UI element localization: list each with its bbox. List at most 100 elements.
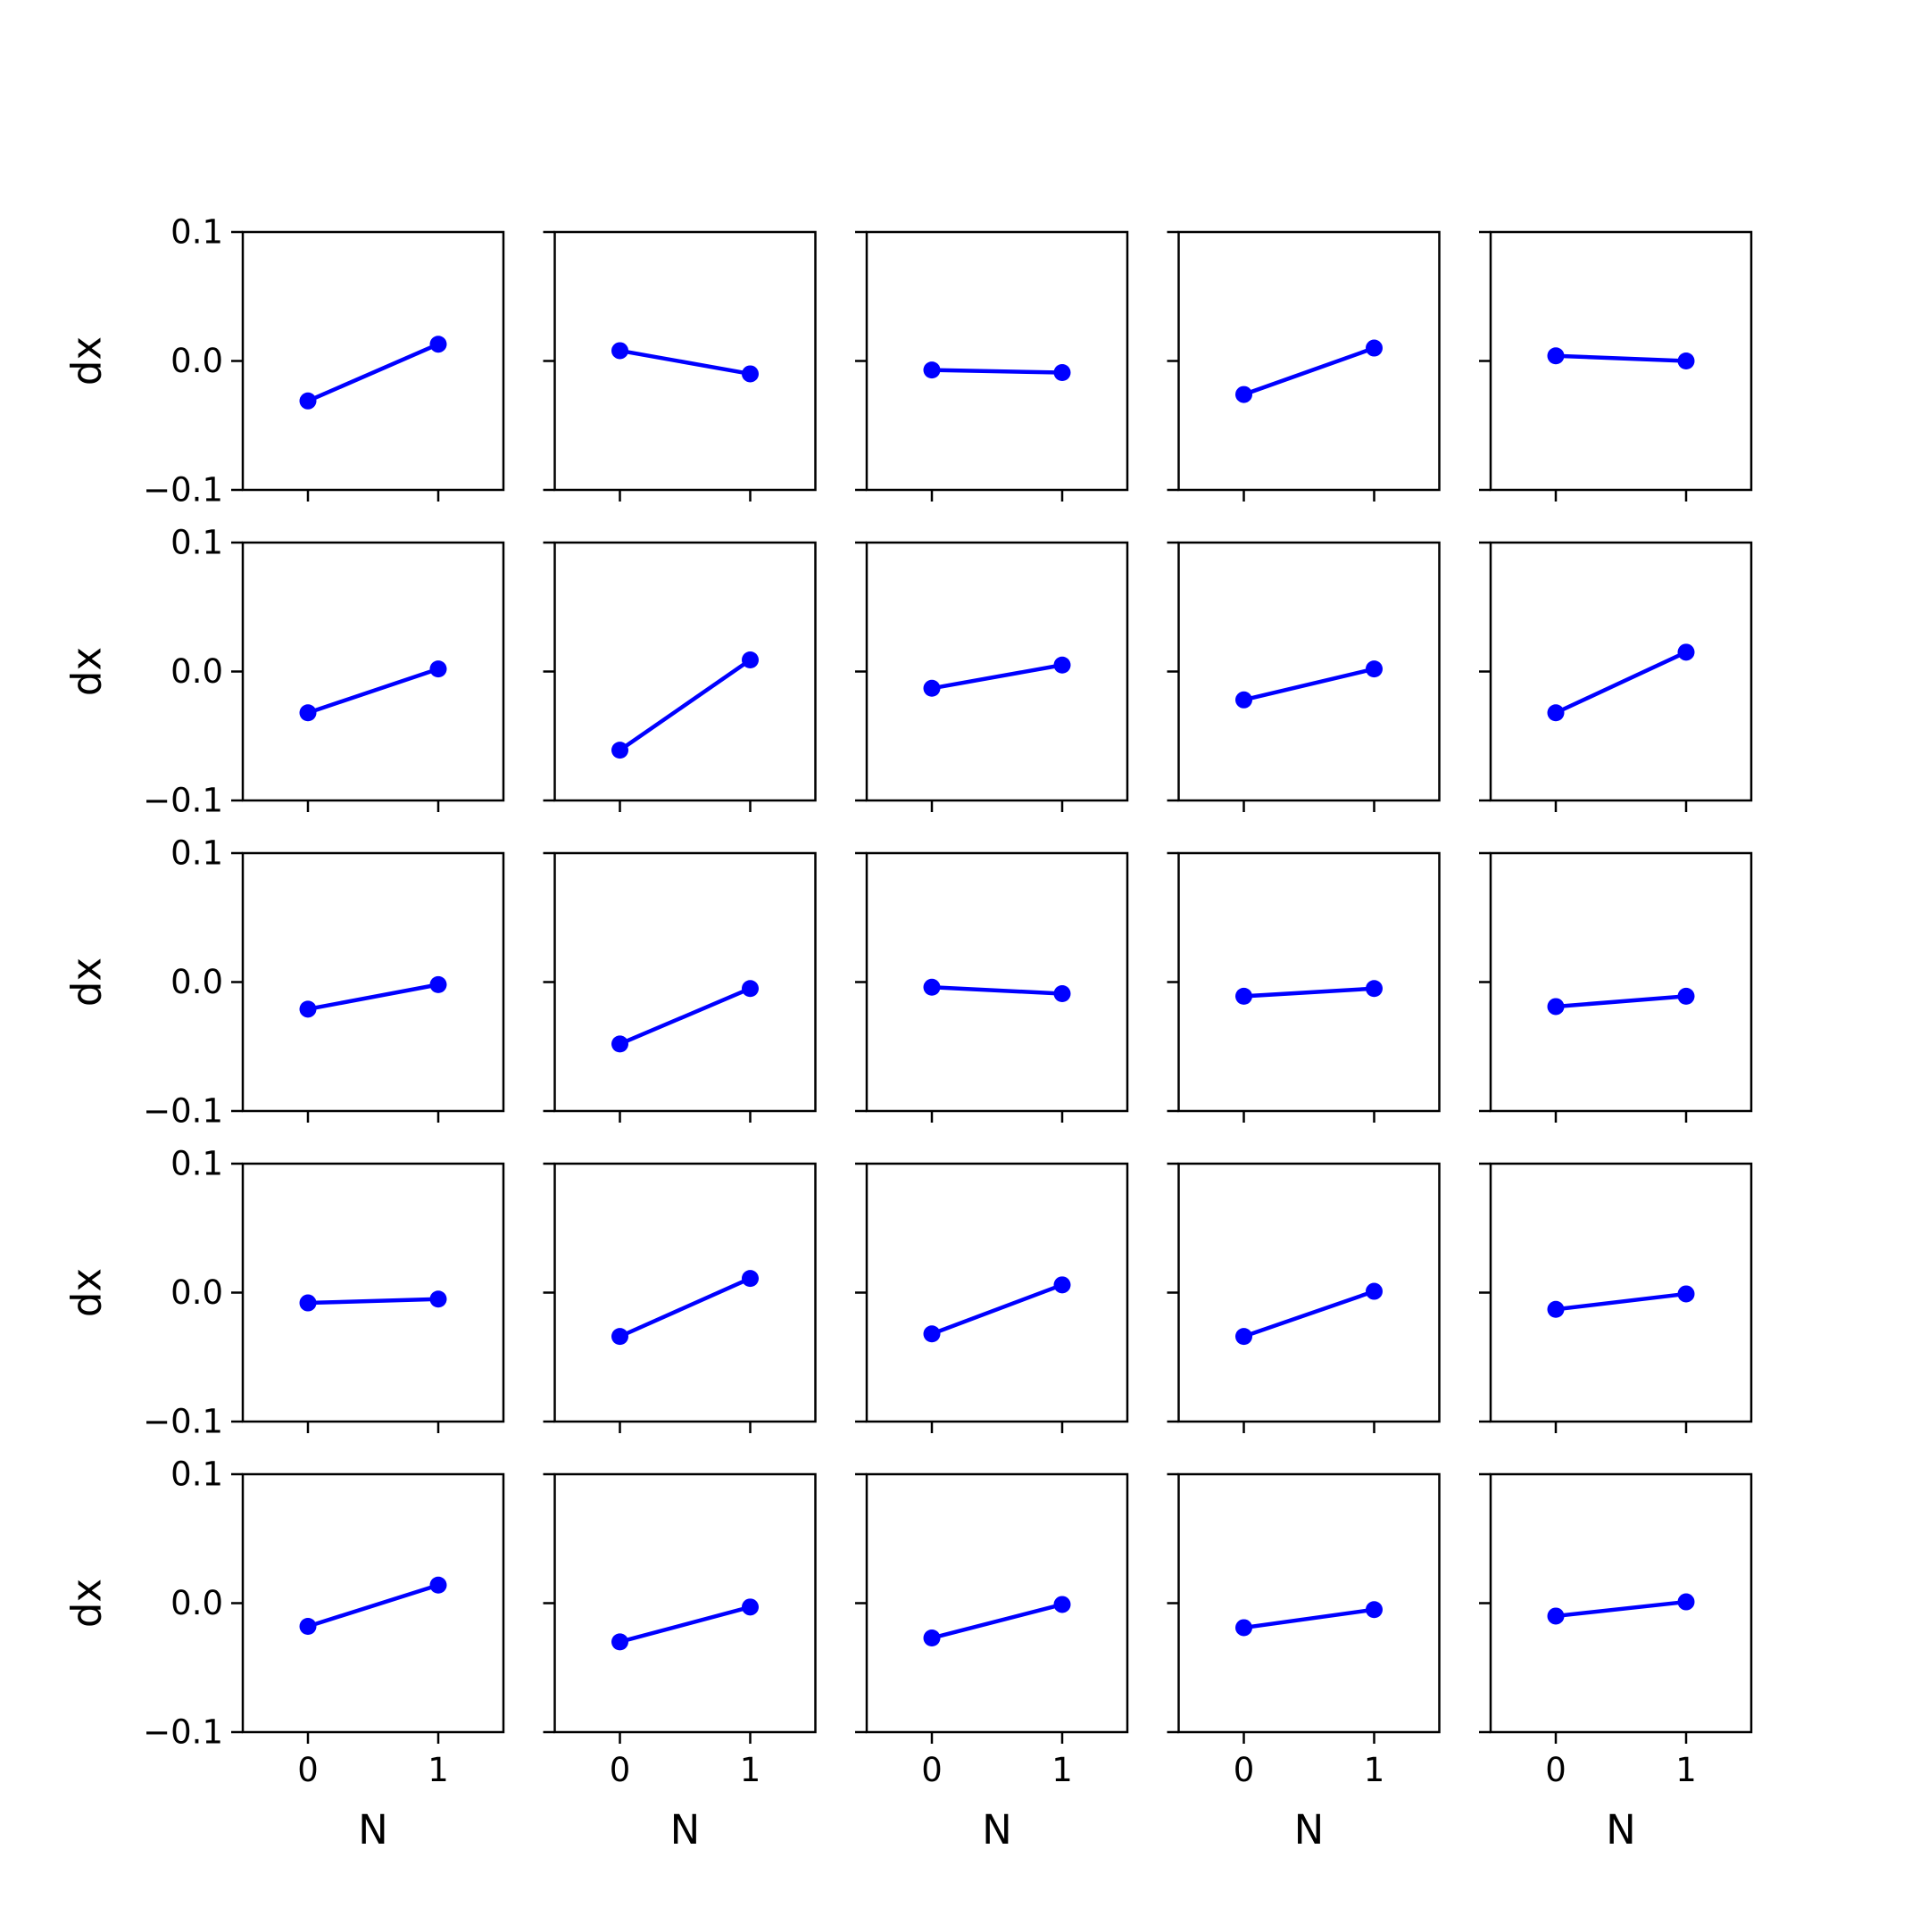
axes-frame [241,851,505,1113]
data-point [611,742,628,759]
data-point [1235,1619,1252,1637]
data-point [1235,987,1252,1005]
subplot-r5-c2: 0 1 N [543,1472,817,1853]
axes-frame [865,230,1129,492]
subplot-r3-c5 [1479,851,1753,1123]
axes-frame [241,1162,505,1423]
y-tick-label: −0.1 [143,782,223,820]
series-line [307,983,439,1012]
subplot-r4-c3 [855,1162,1129,1433]
axes-frame [553,541,817,802]
series-line [931,985,1063,996]
subplot-r4-c4 [1167,1162,1441,1433]
subplot-r3-c1: −0.1 0.0 0.1 dx [63,834,505,1131]
data-point [1053,985,1071,1003]
series-line [307,1297,439,1306]
subplot-r3-c4 [1167,851,1441,1123]
data-point [611,1633,628,1651]
data-point [923,978,941,996]
data-point [1366,660,1383,678]
data-point [1235,386,1252,403]
data-point [611,342,628,360]
y-tick-label: 0.1 [170,213,223,252]
axes-frame [1489,230,1753,492]
series-line [619,1604,752,1645]
subplot-r1-c3 [855,230,1129,502]
data-point [1677,1593,1695,1611]
data-point [1053,1276,1071,1294]
series-line [1555,994,1687,1009]
data-point [742,1270,759,1288]
y-tick-label: 0.0 [170,1584,223,1622]
data-point [1547,347,1565,365]
data-point [299,392,317,410]
y-axis-label: dx [63,958,111,1007]
x-tick-label: 1 [740,1751,761,1789]
series-line [1555,1599,1687,1619]
series-line [1243,1607,1375,1630]
series-line [619,1276,752,1339]
subplot-r2-c4 [1167,541,1441,812]
y-axis-label: dx [63,1579,111,1628]
subplot-r3-c3 [855,851,1129,1123]
series-line [931,368,1063,375]
data-point [429,660,447,678]
axes-frame [865,851,1129,1113]
series-line [931,1282,1063,1336]
series-line [1555,353,1687,363]
data-point [1053,1596,1071,1613]
data-point [1366,1282,1383,1300]
axes-frame [1489,1162,1753,1423]
series-line [1242,667,1375,702]
axes-frame [1489,541,1753,802]
y-axis-label: dx [63,647,111,696]
x-tick-label: 1 [428,1751,449,1789]
data-point [1235,1328,1252,1346]
data-point [923,1629,941,1647]
x-tick-label: 1 [1675,1751,1697,1789]
y-tick-label: 0.1 [170,1455,223,1494]
series-line [1555,1291,1687,1312]
data-point [1053,364,1071,382]
axes-frame [1489,1472,1753,1734]
axes-frame [241,541,505,802]
subplot-r5-c3: 0 1 N [855,1472,1129,1853]
series-line [1555,650,1687,715]
subplot-r1-c1: −0.1 0.0 0.1 dx [63,213,505,510]
y-tick-label: 0.1 [170,834,223,873]
series-line [307,667,439,715]
subplot-r2-c2 [543,541,817,812]
y-tick-label: −0.1 [143,1713,223,1752]
data-point [1677,987,1695,1005]
series-line [307,342,439,403]
series-line [1243,986,1375,999]
data-point [1366,339,1383,357]
y-tick-label: −0.1 [143,1403,223,1441]
y-tick-label: 0.0 [170,1273,223,1312]
subplot-r1-c4 [1167,230,1441,502]
axes-frame [1177,1162,1441,1423]
y-tick-label: 0.0 [170,652,223,691]
data-point [1677,352,1695,369]
data-point [299,1000,317,1018]
axes-frame [1177,851,1441,1113]
x-axis-label: N [670,1806,701,1853]
x-axis-label: N [1294,1806,1325,1853]
data-point [1366,980,1383,998]
data-point [1547,704,1565,722]
subplot-r4-c5 [1479,1162,1753,1433]
data-point [1677,1285,1695,1303]
data-point [1053,656,1071,674]
x-axis-label: N [358,1806,388,1853]
data-point [742,651,759,668]
data-point [1677,643,1695,661]
axes-frame [553,1162,817,1423]
data-point [299,1294,317,1312]
data-point [611,1035,628,1053]
x-tick-label: 0 [1234,1751,1255,1789]
axes-frame [241,230,505,492]
y-axis-label: dx [63,336,111,386]
subplot-r4-c1: −0.1 0.0 0.1 dx [63,1145,505,1441]
axes-frame [1489,851,1753,1113]
